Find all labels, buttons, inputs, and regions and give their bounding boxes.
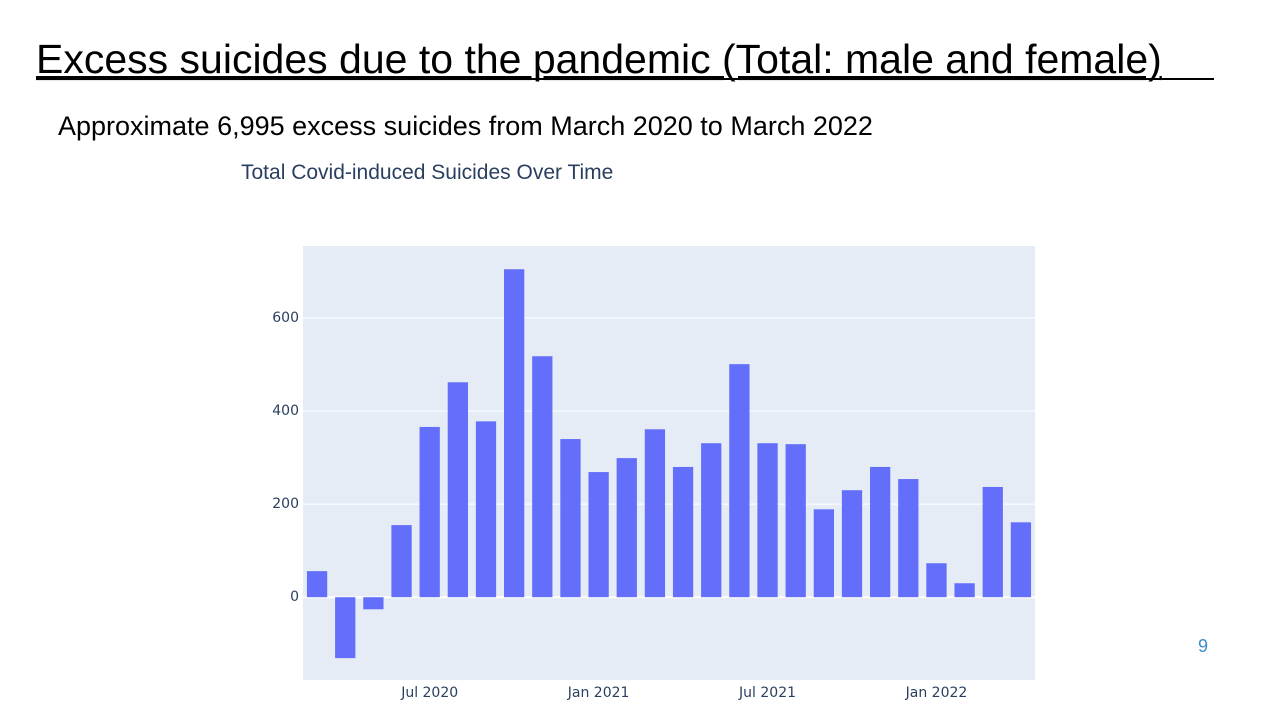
bar	[560, 439, 581, 598]
x-tick-label: Jul 2020	[400, 685, 458, 701]
bar	[475, 421, 497, 598]
bar	[419, 426, 440, 598]
bar	[644, 429, 666, 598]
bar	[757, 443, 778, 598]
bar	[306, 571, 328, 598]
bar	[898, 479, 919, 598]
bar	[447, 382, 468, 598]
bar	[841, 490, 863, 598]
y-tick-label: 600	[272, 310, 299, 326]
bar	[504, 269, 525, 598]
x-tick-label: Jan 2022	[905, 685, 968, 701]
bar	[813, 509, 834, 598]
bar	[701, 443, 722, 598]
bar	[672, 466, 694, 598]
bar	[391, 525, 412, 598]
y-tick-label: 0	[290, 589, 299, 605]
y-tick-label: 400	[272, 403, 299, 419]
y-tick-label: 200	[272, 496, 299, 512]
bar	[785, 444, 806, 598]
bar	[926, 563, 947, 598]
page-number: 9	[1198, 636, 1208, 656]
bar	[588, 472, 609, 598]
bar	[1010, 522, 1032, 598]
bar	[870, 466, 891, 598]
chart-title: Total Covid-induced Suicides Over Time	[241, 161, 613, 184]
bar	[363, 597, 384, 610]
bar	[954, 583, 975, 598]
bar	[982, 486, 1003, 598]
plot-background	[303, 246, 1035, 680]
bar	[729, 364, 750, 598]
bar	[616, 458, 637, 598]
slide-title: Excess suicides due to the pandemic (Tot…	[36, 36, 1162, 82]
x-tick-label: Jul 2021	[738, 685, 796, 701]
bar	[532, 356, 553, 598]
x-tick-label: Jan 2021	[567, 685, 630, 701]
slide-subtitle: Approximate 6,995 excess suicides from M…	[58, 111, 873, 141]
bar	[335, 597, 356, 659]
